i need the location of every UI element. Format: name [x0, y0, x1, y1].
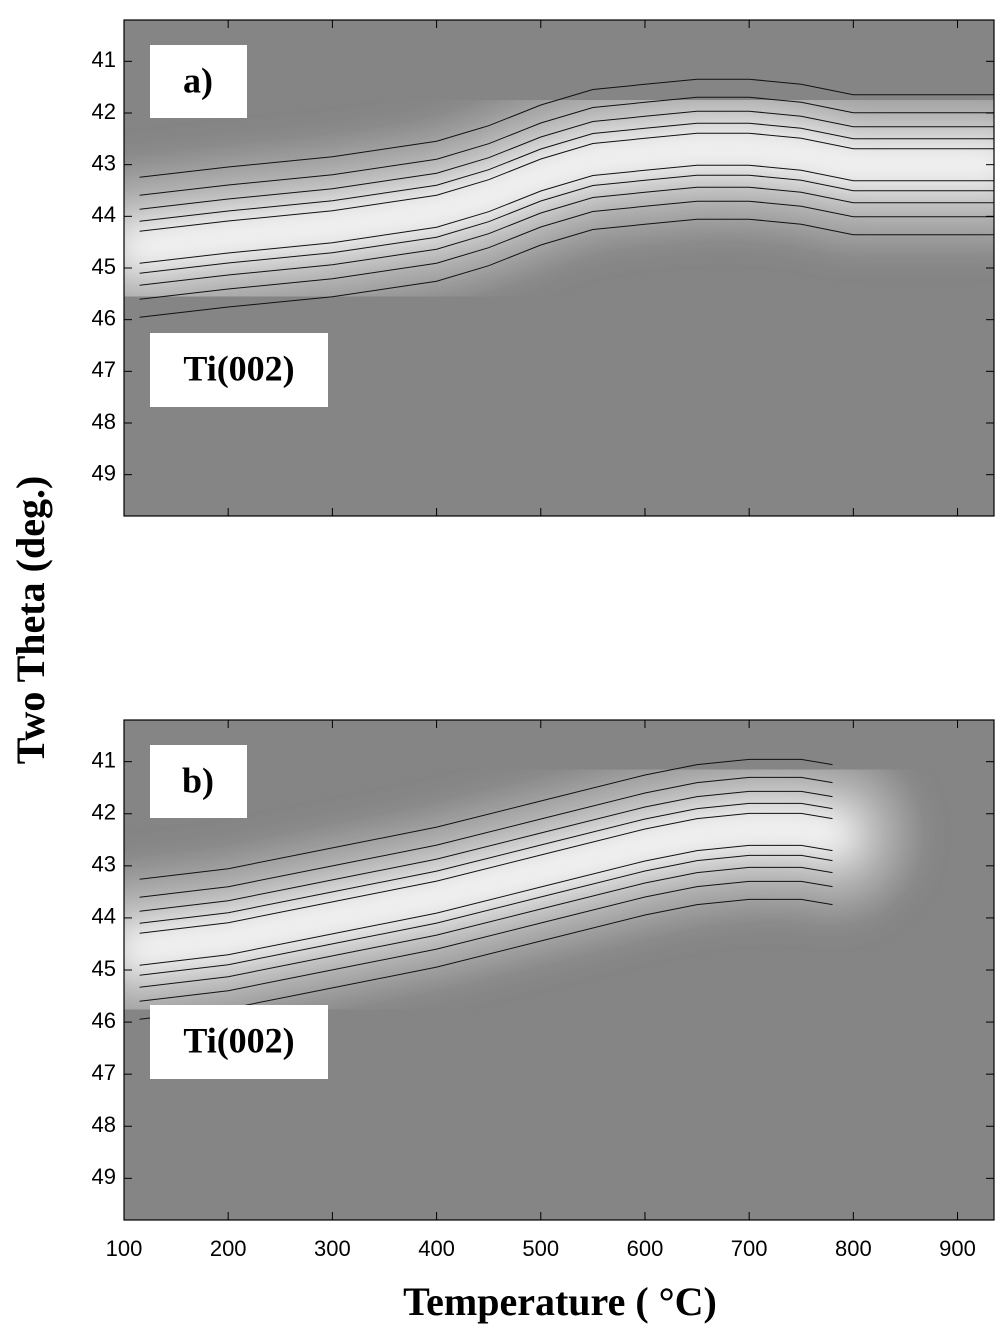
x-axis-label: Temperature ( °C)	[403, 1279, 717, 1324]
y-tick-label: 41	[92, 47, 116, 72]
contour-line	[139, 844, 833, 966]
contour-line	[139, 132, 994, 232]
x-tick-label: 500	[522, 1236, 559, 1261]
y-tick-label: 44	[92, 202, 116, 227]
label-box	[150, 45, 247, 118]
contour-line	[139, 812, 833, 934]
y-tick-label: 48	[92, 1112, 116, 1137]
contour-line	[139, 174, 994, 274]
y-tick-label: 47	[92, 1060, 116, 1085]
contour-line	[139, 218, 994, 318]
contour-line	[139, 866, 833, 988]
label-box	[150, 745, 247, 818]
panel-label: a)	[183, 60, 213, 100]
y-tick-label: 45	[92, 254, 116, 279]
label-box	[150, 333, 328, 407]
x-tick-label: 900	[939, 1236, 976, 1261]
annotation: Ti(002)	[183, 1020, 294, 1060]
y-tick-label: 48	[92, 409, 116, 434]
contour-line	[139, 164, 994, 264]
y-tick-label: 42	[92, 99, 116, 124]
contour-line	[139, 880, 833, 1002]
x-tick-label: 800	[835, 1236, 872, 1261]
contour-line	[139, 78, 994, 178]
x-tick-label: 600	[627, 1236, 664, 1261]
x-tick-label: 100	[106, 1236, 143, 1261]
y-tick-label: 45	[92, 956, 116, 981]
y-tick-label: 49	[92, 460, 116, 485]
y-axis-label: Two Theta (deg.)	[8, 476, 53, 765]
x-tick-label: 700	[731, 1236, 768, 1261]
contour-line	[139, 898, 833, 1020]
contour-line	[139, 758, 833, 880]
plot-area	[124, 720, 994, 1220]
x-tick-label: 300	[314, 1236, 351, 1261]
ridge-glow	[129, 139, 994, 258]
contour-line	[139, 186, 994, 286]
contour-line	[139, 854, 833, 976]
contour-line	[139, 790, 833, 912]
ridge-glow	[129, 819, 843, 960]
contour-line	[139, 96, 994, 196]
x-tick-label: 400	[418, 1236, 455, 1261]
annotation: Ti(002)	[183, 348, 294, 388]
y-tick-label: 44	[92, 904, 116, 929]
y-tick-label: 43	[92, 852, 116, 877]
y-tick-label: 46	[92, 1008, 116, 1033]
panel-label: b)	[182, 760, 214, 800]
y-tick-label: 46	[92, 305, 116, 330]
plot-area	[124, 20, 994, 516]
y-tick-label: 47	[92, 357, 116, 382]
x-tick-label: 200	[210, 1236, 247, 1261]
contour-line	[139, 200, 994, 300]
y-tick-label: 42	[92, 800, 116, 825]
y-tick-label: 41	[92, 747, 116, 772]
contour-line	[139, 802, 833, 924]
contour-line	[139, 776, 833, 898]
y-tick-label: 43	[92, 150, 116, 175]
label-box	[150, 1005, 328, 1079]
y-tick-label: 49	[92, 1164, 116, 1189]
contour-line	[139, 110, 994, 210]
contour-line	[139, 122, 994, 222]
